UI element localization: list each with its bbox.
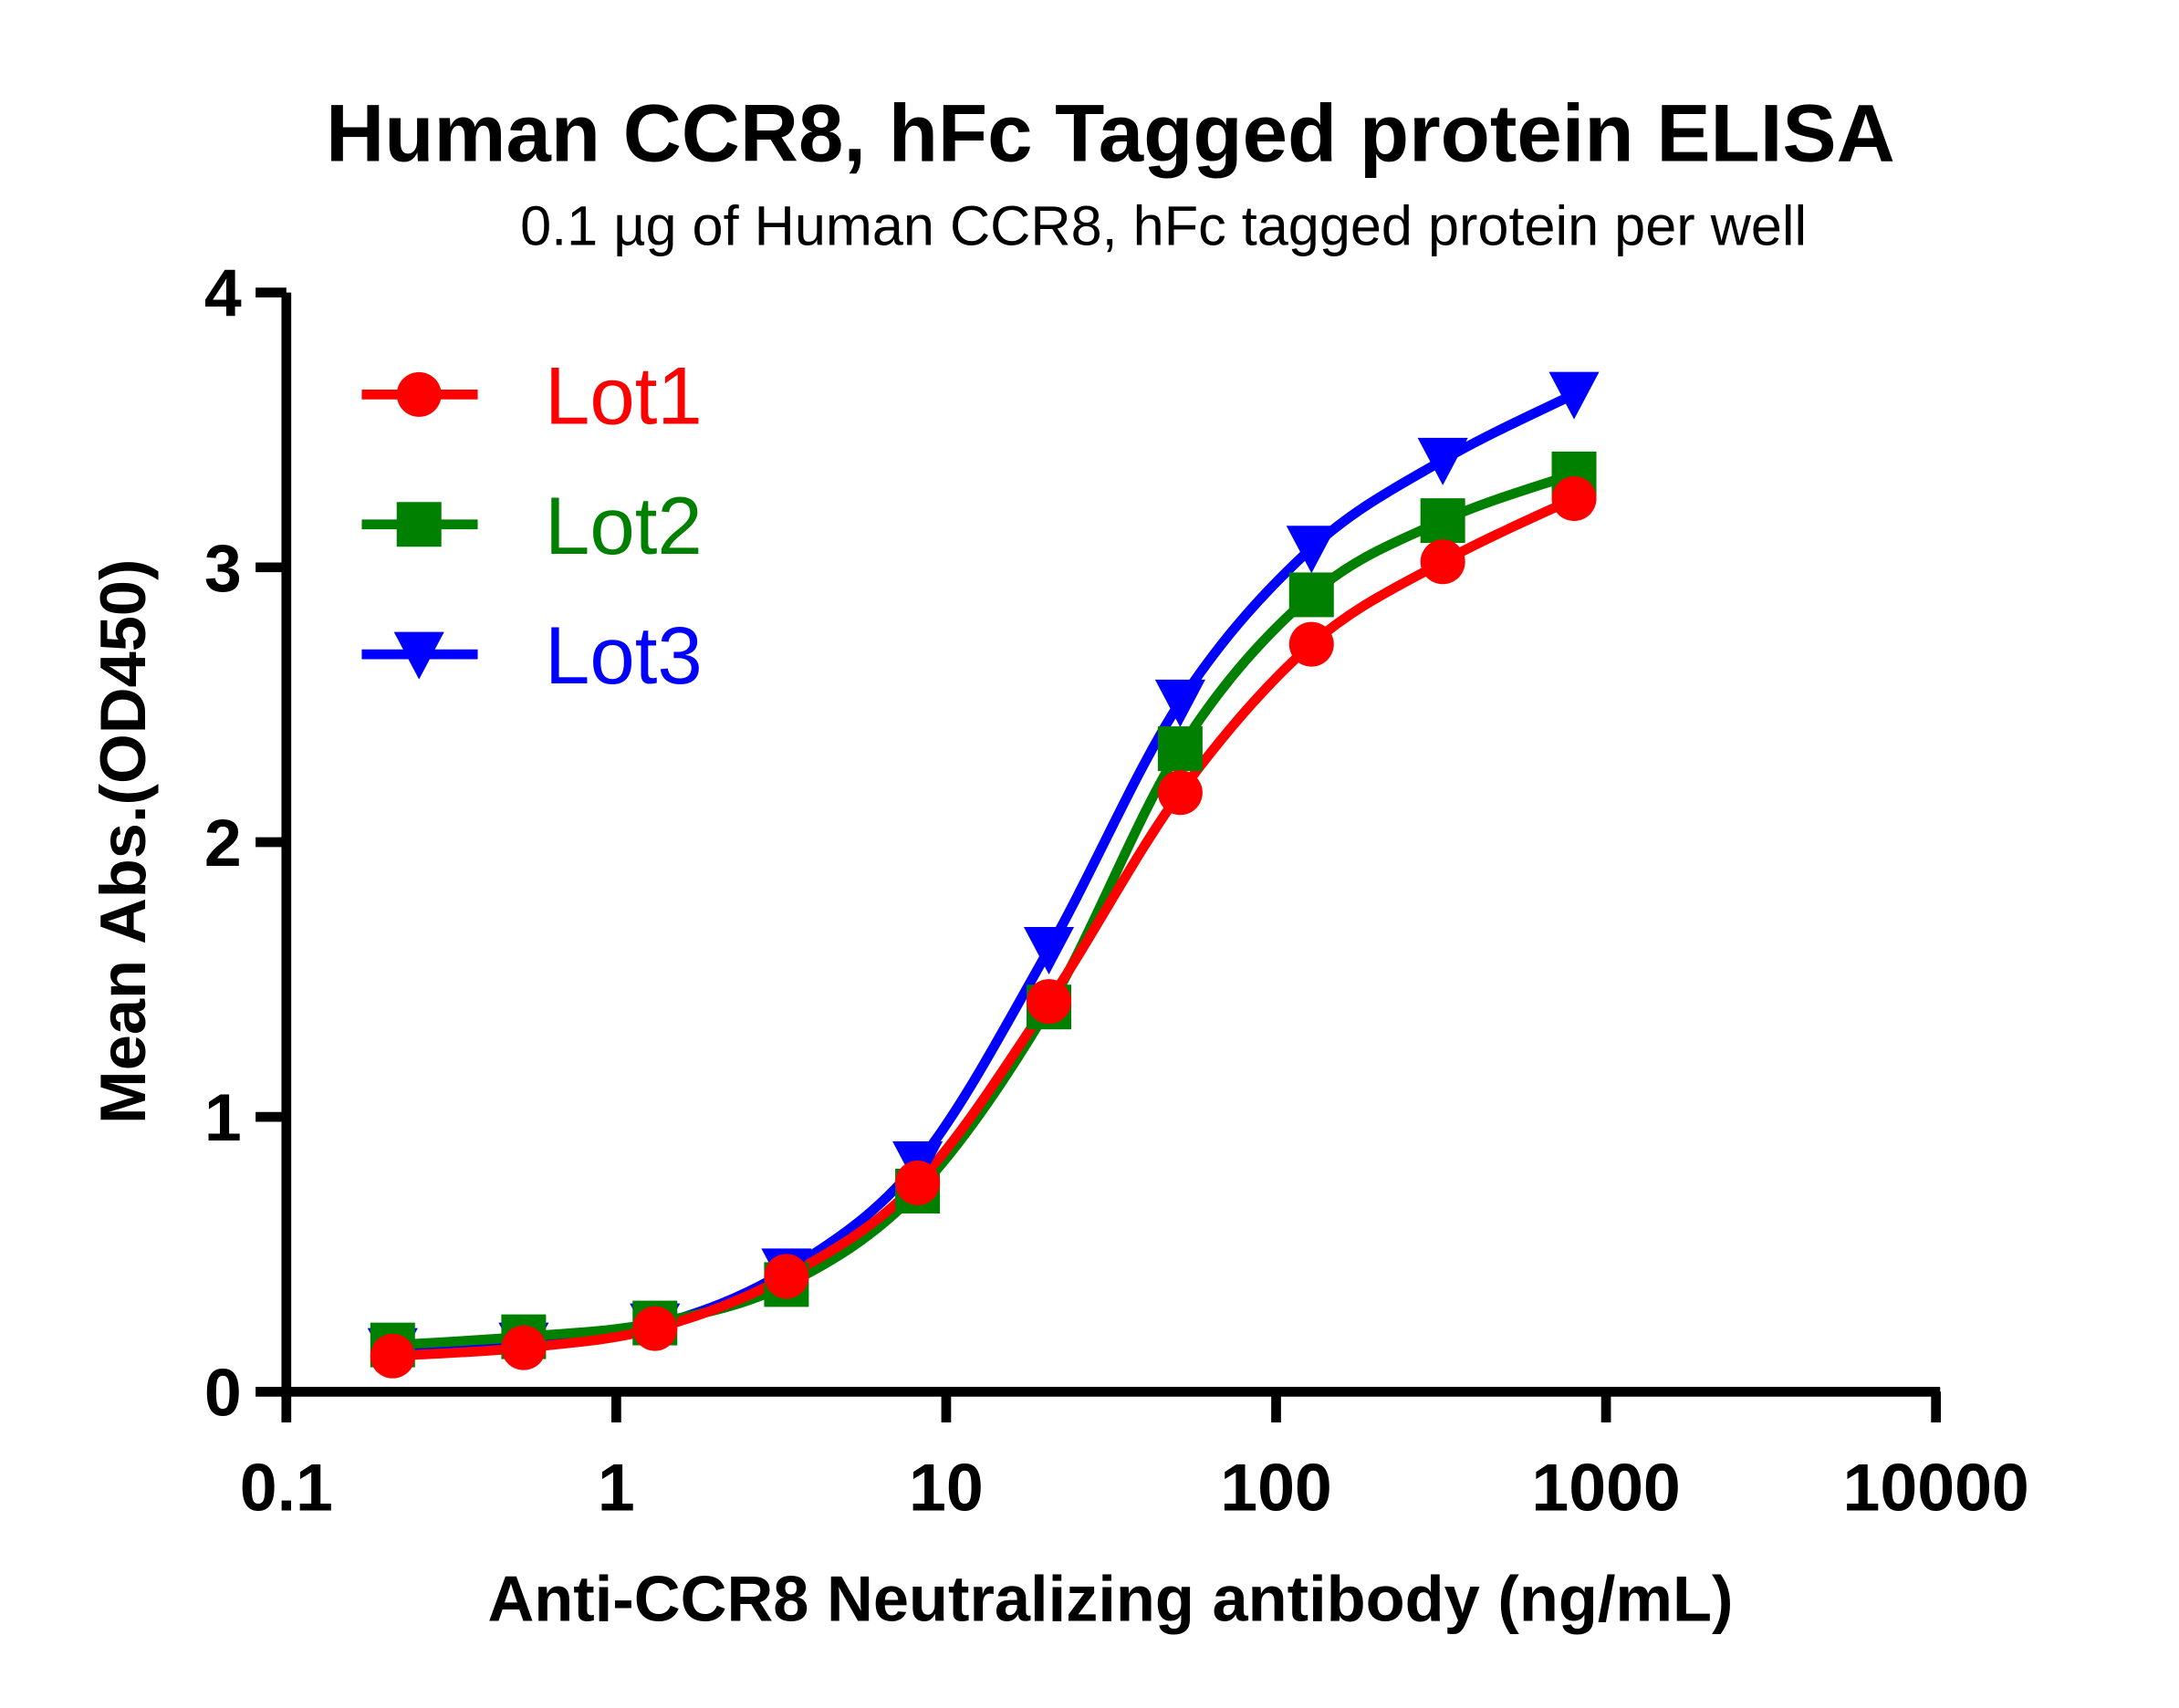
- y-tick-label: 1: [204, 1079, 242, 1155]
- data-point-lot3: [1417, 437, 1468, 485]
- x-tick-label: 100: [1220, 1449, 1332, 1525]
- x-tick-label: 0.1: [240, 1449, 333, 1525]
- data-point-lot3: [1023, 926, 1075, 975]
- data-point-lot1: [1551, 476, 1597, 522]
- y-tick-label: 4: [204, 255, 242, 331]
- x-tick-label: 10: [909, 1449, 984, 1525]
- legend-marker-lot3: [393, 631, 444, 680]
- data-point-lot3: [1286, 526, 1337, 574]
- chart-subtitle: 0.1 µg of Human CCR8, hFc tagged protein…: [520, 195, 1807, 257]
- data-point-lot1: [632, 1306, 678, 1351]
- y-tick-label: 2: [204, 805, 242, 880]
- data-point-lot1: [764, 1254, 809, 1299]
- data-point-lot2: [1157, 726, 1203, 772]
- curve-lot1: [391, 494, 1577, 1361]
- chart-title: Human CCR8, hFc Tagged protein ELISA: [326, 89, 1895, 179]
- data-point-lot2: [1420, 498, 1465, 544]
- x-tick-label: 1: [598, 1449, 635, 1525]
- data-point-lot1: [1157, 770, 1203, 816]
- legend-label-lot1: Lot1: [545, 351, 703, 442]
- legend-label-lot3: Lot3: [545, 610, 703, 701]
- data-point-lot1: [501, 1325, 547, 1370]
- data-point-lot3: [1548, 371, 1600, 420]
- legend-marker-lot2: [396, 502, 442, 547]
- curve-lot2: [391, 469, 1576, 1350]
- data-point-lot3: [1154, 679, 1205, 727]
- data-point-lot1: [895, 1160, 941, 1205]
- legend-label-lot2: Lot2: [545, 481, 703, 571]
- y-tick-label: 0: [204, 1354, 242, 1430]
- legend-marker-lot1: [396, 371, 442, 417]
- y-axis-label: Mean Abs.(OD450): [87, 558, 159, 1123]
- data-point-lot1: [1420, 539, 1465, 585]
- data-point-lot2: [1288, 572, 1334, 618]
- data-point-lot1: [1027, 979, 1072, 1025]
- x-axis-label: Anti-CCR8 Neutralizing antibody (ng/mL): [487, 1562, 1733, 1634]
- data-point-lot1: [1288, 621, 1334, 667]
- y-tick-label: 3: [204, 530, 242, 606]
- x-tick-label: 1000: [1531, 1449, 1680, 1525]
- data-point-lot1: [370, 1333, 415, 1379]
- x-tick-label: 10000: [1842, 1449, 2028, 1525]
